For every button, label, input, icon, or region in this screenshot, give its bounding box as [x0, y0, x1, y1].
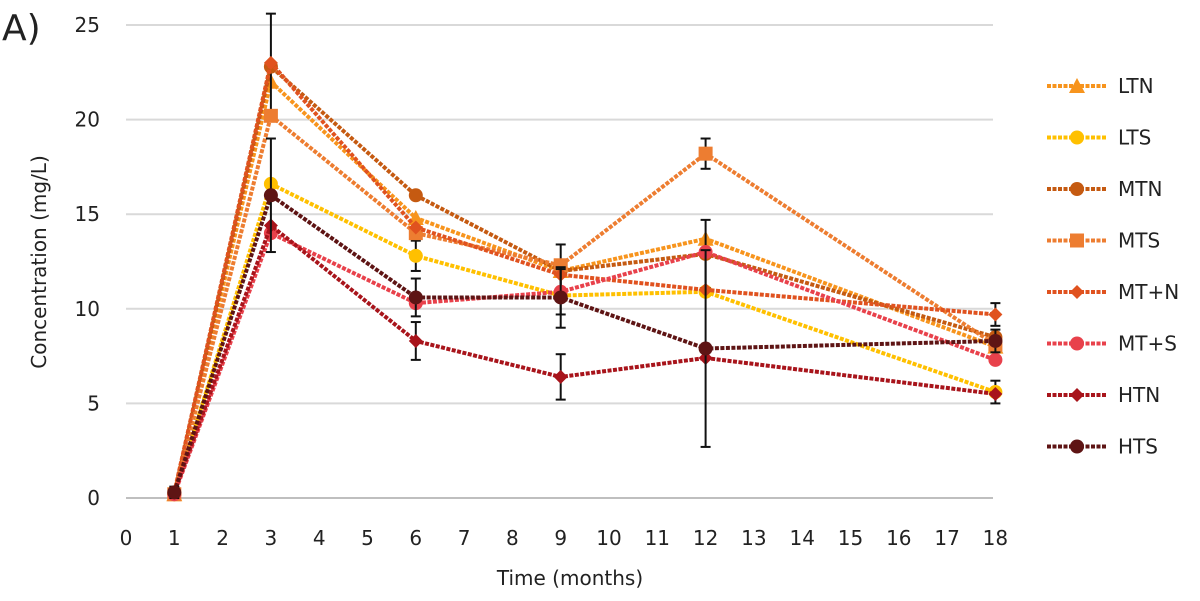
legend-marker: [1070, 130, 1084, 145]
data-point-mt-n: [263, 55, 278, 70]
legend-label: MT+S: [1118, 332, 1177, 356]
x-tick-label: 18: [983, 526, 1008, 550]
series-mt-n: [167, 55, 1003, 500]
series-line-mt-s: [172, 230, 997, 495]
y-axis-title: Concentration (mg/L): [27, 155, 51, 369]
data-point-hts: [698, 341, 713, 356]
legend-label: MTN: [1118, 177, 1162, 201]
series-mtn: [167, 12, 1003, 502]
y-tick-label: 20: [75, 108, 100, 132]
x-tick-label: 15: [838, 526, 863, 550]
series-lts: [167, 176, 1003, 502]
data-point-hts: [167, 485, 182, 500]
y-tick-label: 10: [75, 297, 100, 321]
x-tick-label: 12: [693, 526, 718, 550]
legend-marker: [1070, 336, 1084, 351]
legend-marker: [1070, 233, 1084, 248]
plot-area: [166, 12, 1004, 502]
legend-marker: [1070, 182, 1084, 196]
data-point-hts: [263, 188, 278, 203]
x-tick-label: 7: [458, 526, 471, 550]
x-tick-label: 1: [168, 526, 181, 550]
series-line-mt-n: [172, 58, 996, 493]
data-point-htn: [553, 369, 568, 384]
x-tick-label: 11: [645, 526, 670, 550]
legend-marker: [1070, 388, 1084, 402]
legend-item-htn: HTN: [1047, 383, 1160, 407]
legend-label: HTN: [1118, 383, 1160, 407]
x-tick-label: 8: [506, 526, 519, 550]
series-hts: [167, 137, 1003, 500]
data-point-hts: [988, 333, 1003, 348]
series-htn: [167, 218, 1003, 500]
legend-label: MTS: [1118, 229, 1160, 253]
x-tick-label: 9: [554, 526, 567, 550]
data-point-mtn: [408, 188, 423, 203]
legend-item-mt-n: MT+N: [1047, 280, 1179, 304]
x-tick-label: 13: [741, 526, 766, 550]
x-tick-label: 16: [886, 526, 911, 550]
data-point-mts: [698, 146, 713, 161]
y-tick-labels: 0 5 10 15 20 25: [75, 13, 100, 510]
x-tick-label: 4: [313, 526, 326, 550]
x-tick-label: 5: [361, 526, 374, 550]
panel-label: A): [2, 8, 41, 49]
legend-item-mt-s: MT+S: [1047, 332, 1177, 356]
data-point-hts: [408, 290, 423, 305]
data-point-htn: [408, 333, 423, 348]
legend: LTN LTS MTN MTS MT+N MT+S HTN HTS: [1047, 74, 1179, 459]
legend-marker: [1069, 78, 1085, 93]
x-tick-labels: 0 1 2 3 4 5 6 7 8 9 10 11 12 13 14 15 16 17 18: [120, 526, 1008, 550]
legend-marker: [1070, 285, 1084, 299]
legend-label: LTN: [1118, 74, 1154, 98]
data-point-mts: [263, 108, 278, 123]
legend-label: MT+N: [1118, 280, 1179, 304]
y-tick-label: 15: [75, 202, 100, 226]
data-point-mt-n: [988, 307, 1003, 322]
series-line-lts: [172, 181, 997, 495]
data-point-hts: [553, 290, 568, 305]
legend-item-mts: MTS: [1047, 229, 1160, 253]
x-tick-label: 2: [216, 526, 229, 550]
x-tick-label: 14: [789, 526, 814, 550]
legend-item-hts: HTS: [1047, 435, 1158, 459]
x-axis-title: Time (months): [496, 566, 643, 590]
x-tick-label: 0: [120, 526, 133, 550]
legend-label: HTS: [1118, 435, 1158, 459]
data-point-htn: [988, 386, 1003, 401]
series-ltn: [166, 73, 1004, 502]
legend-label: LTS: [1118, 126, 1151, 150]
series-line-hts: [172, 192, 996, 493]
data-point-mt-n: [408, 220, 423, 235]
legend-marker: [1070, 439, 1084, 454]
legend-item-ltn: LTN: [1047, 74, 1154, 98]
y-tick-label: 25: [75, 13, 100, 37]
legend-item-mtn: MTN: [1047, 177, 1162, 201]
data-point-mt-s: [988, 352, 1003, 367]
x-tick-label: 10: [596, 526, 621, 550]
x-tick-label: 3: [265, 526, 278, 550]
y-tick-label: 5: [87, 391, 100, 415]
y-tick-label: 0: [87, 486, 100, 510]
x-tick-label: 17: [934, 526, 959, 550]
x-tick-label: 6: [409, 526, 422, 550]
series-line-mtn: [172, 62, 996, 495]
legend-item-lts: LTS: [1047, 126, 1151, 150]
data-point-lts: [408, 248, 423, 263]
series-line-ltn: [172, 77, 997, 495]
